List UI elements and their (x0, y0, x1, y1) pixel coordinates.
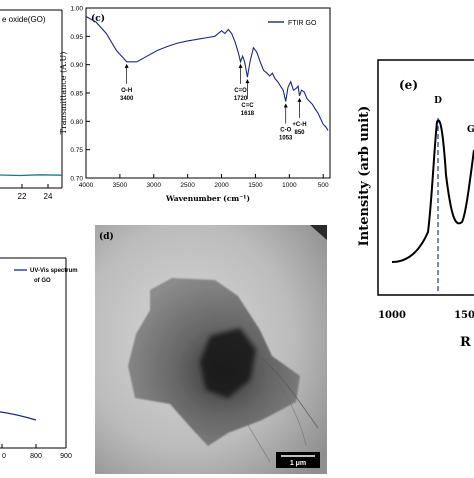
panel-c-annotation-value-cc: 1618 (241, 111, 255, 117)
panel-c-annotation-value-oh: 3400 (120, 96, 134, 102)
panel-b: UV-Vis spectrum of GO 0 800 900 (0, 257, 78, 460)
panel-b-tick-label-900: 900 (60, 453, 72, 460)
panel-c-xtick-label-4000: 4000 (79, 182, 94, 189)
panel-c-xtick-label-3000: 3000 (147, 182, 162, 189)
panel-c-annotation-label-co: C=O (234, 88, 247, 94)
panel-a-legend: e oxide(GO) (2, 15, 46, 24)
panel-c-ytick-label-0.95: 0.95 (70, 34, 83, 41)
panel-c-annotation-arrowhead-cc (245, 79, 250, 84)
panel-a-tick-label-24: 24 (44, 192, 53, 201)
panel-d-fold-3 (239, 409, 271, 463)
panel-c-legend-label: FTIR GO (288, 20, 317, 27)
panel-c-xtick-label-500: 500 (318, 182, 329, 189)
panel-c-xtick-label-2500: 2500 (180, 182, 195, 189)
panel-c-annotation-arrowhead-ch (297, 97, 302, 102)
panel-c-xtick-label-3500: 3500 (113, 182, 128, 189)
panel-e-ylabel: Intensity (arb unit) (357, 106, 372, 247)
panel-c-annotation-arrowhead-oh (124, 63, 129, 68)
panel-d-fold-1 (261, 357, 319, 429)
panel-a-series-line (0, 174, 63, 177)
panel-c-annotation-label-cc: C=C (241, 103, 254, 109)
panel-c-label: (c) (91, 13, 105, 24)
panel-c-annotation-label-co: C-O (280, 128, 291, 134)
panel-c-annotation-label-oh: O-H (121, 88, 132, 94)
panel-b-tick-label-800: 800 (30, 453, 42, 460)
panel-c-annotation-arrowhead-co (283, 103, 288, 108)
panel-c-ytick-label-0.75: 0.75 (70, 147, 83, 154)
panel-b-legend-line2: of GO (34, 278, 51, 284)
panel-e-tick-label-1000: 1000 (378, 310, 406, 321)
panel-d-dense-region (200, 328, 256, 398)
panel-d-label: (d) (99, 231, 114, 242)
panel-e-xlabel-partial: R (460, 335, 471, 350)
panel-e-tick-label-1500: 1500 (454, 310, 474, 321)
panel-c-xtick-label-2000: 2000 (214, 182, 229, 189)
panel-c-x-axis: 4000 3500 3000 2500 2000 1500 1000 500 (79, 174, 329, 189)
panel-c-ytick-label-0.90: 0.90 (70, 62, 83, 69)
panel-c-series-ftir-go (85, 16, 329, 131)
panel-c-ylabel: Transmittance (A.U) (59, 52, 68, 135)
panel-a: e oxide(GO) 22 24 (0, 9, 63, 201)
panel-d-tem-image: (d) 1 μm (95, 225, 327, 474)
panel-b-tick-label-0: 0 (2, 453, 6, 460)
panel-c-ytick-label-0.80: 0.80 (70, 119, 83, 126)
panel-d-scale-bar-label: 1 μm (290, 460, 306, 467)
panel-c-annotation-arrowhead-co (238, 63, 243, 68)
panel-d-corner-shadow (310, 225, 327, 240)
panel-c-ytick-label-1.00: 1.00 (70, 6, 83, 13)
panel-e-raman: (e) D G Intensity (arb unit) 1000 1500 R (357, 59, 474, 350)
panel-c-annotation-value-co: 1720 (234, 96, 248, 102)
panel-c-xtick-label-1000: 1000 (282, 182, 297, 189)
panel-c-annotation-label-ch: +C-H (292, 122, 306, 128)
panel-c-annotation-value-co: 1053 (279, 136, 293, 142)
panel-c-ftir-chart: (c) FTIR GO Transmittance (A.U) Wavenumb… (59, 6, 331, 203)
panel-c-annotation-value-ch: 850 (294, 130, 305, 136)
panel-b-series-line (0, 411, 37, 421)
panel-e-peak-label-g-partial: G (467, 125, 474, 135)
panel-e-series-line (391, 119, 474, 263)
panel-b-legend-line1: UV-Vis spectrum (30, 268, 78, 274)
panel-e-plot-frame (377, 59, 474, 296)
panel-a-tick-label-22: 22 (18, 192, 27, 201)
panel-e-label: (e) (399, 78, 418, 92)
panel-d-fold-2 (271, 371, 307, 446)
panel-c-xtick-label-1500: 1500 (248, 182, 263, 189)
panel-c-ytick-label-0.70: 0.70 (70, 176, 83, 183)
panel-c-ytick-label-0.85: 0.85 (70, 91, 83, 98)
panel-c-y-axis: 0.70 0.75 0.80 0.85 0.90 0.95 1.00 (70, 6, 90, 183)
panel-c-xlabel: Wavenumber (cm⁻¹) (165, 194, 250, 203)
panel-e-peak-label: D (434, 96, 442, 106)
